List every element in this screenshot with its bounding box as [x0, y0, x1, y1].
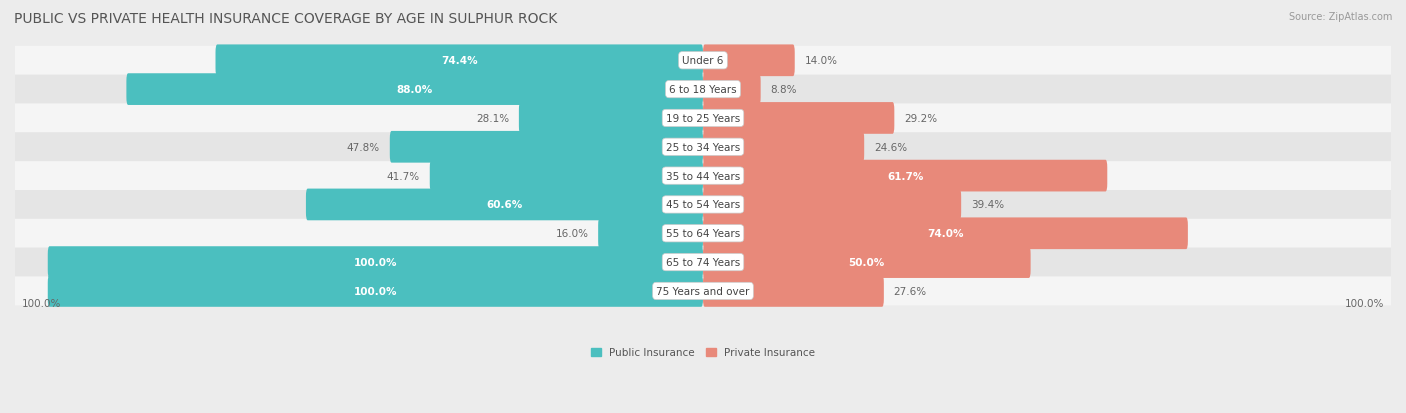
- Text: 100.0%: 100.0%: [21, 298, 60, 308]
- FancyBboxPatch shape: [15, 76, 1391, 104]
- FancyBboxPatch shape: [15, 190, 1391, 219]
- FancyBboxPatch shape: [389, 132, 703, 163]
- Text: 41.7%: 41.7%: [387, 171, 420, 181]
- FancyBboxPatch shape: [703, 218, 1188, 249]
- Text: 74.0%: 74.0%: [927, 229, 963, 239]
- FancyBboxPatch shape: [703, 160, 1108, 192]
- FancyBboxPatch shape: [15, 133, 1391, 162]
- FancyBboxPatch shape: [48, 275, 703, 307]
- Text: 61.7%: 61.7%: [887, 171, 924, 181]
- Text: 100.0%: 100.0%: [1346, 298, 1385, 308]
- FancyBboxPatch shape: [703, 132, 865, 163]
- Text: 55 to 64 Years: 55 to 64 Years: [666, 229, 740, 239]
- Text: 75 Years and over: 75 Years and over: [657, 286, 749, 296]
- FancyBboxPatch shape: [15, 47, 1391, 76]
- Text: 100.0%: 100.0%: [354, 286, 396, 296]
- FancyBboxPatch shape: [703, 247, 1031, 278]
- Text: Under 6: Under 6: [682, 56, 724, 66]
- Text: 65 to 74 Years: 65 to 74 Years: [666, 257, 740, 268]
- Text: 45 to 54 Years: 45 to 54 Years: [666, 200, 740, 210]
- Text: 39.4%: 39.4%: [972, 200, 1004, 210]
- Text: 100.0%: 100.0%: [354, 257, 396, 268]
- Text: 24.6%: 24.6%: [875, 142, 907, 152]
- FancyBboxPatch shape: [15, 162, 1391, 190]
- Text: 16.0%: 16.0%: [555, 229, 588, 239]
- Text: 47.8%: 47.8%: [347, 142, 380, 152]
- Text: 74.4%: 74.4%: [441, 56, 478, 66]
- Legend: Public Insurance, Private Insurance: Public Insurance, Private Insurance: [586, 343, 820, 361]
- FancyBboxPatch shape: [430, 160, 703, 192]
- Text: 35 to 44 Years: 35 to 44 Years: [666, 171, 740, 181]
- FancyBboxPatch shape: [703, 189, 962, 221]
- FancyBboxPatch shape: [703, 103, 894, 135]
- FancyBboxPatch shape: [15, 248, 1391, 277]
- Text: 14.0%: 14.0%: [804, 56, 838, 66]
- FancyBboxPatch shape: [519, 103, 703, 135]
- FancyBboxPatch shape: [15, 219, 1391, 248]
- Text: 60.6%: 60.6%: [486, 200, 523, 210]
- FancyBboxPatch shape: [15, 277, 1391, 306]
- FancyBboxPatch shape: [215, 45, 703, 77]
- Text: 29.2%: 29.2%: [904, 114, 938, 123]
- Text: PUBLIC VS PRIVATE HEALTH INSURANCE COVERAGE BY AGE IN SULPHUR ROCK: PUBLIC VS PRIVATE HEALTH INSURANCE COVER…: [14, 12, 557, 26]
- Text: 27.6%: 27.6%: [894, 286, 927, 296]
- Text: Source: ZipAtlas.com: Source: ZipAtlas.com: [1288, 12, 1392, 22]
- Text: 8.8%: 8.8%: [770, 85, 797, 95]
- Text: 88.0%: 88.0%: [396, 85, 433, 95]
- Text: 19 to 25 Years: 19 to 25 Years: [666, 114, 740, 123]
- FancyBboxPatch shape: [48, 247, 703, 278]
- Text: 6 to 18 Years: 6 to 18 Years: [669, 85, 737, 95]
- FancyBboxPatch shape: [598, 218, 703, 249]
- FancyBboxPatch shape: [703, 275, 884, 307]
- FancyBboxPatch shape: [703, 45, 794, 77]
- FancyBboxPatch shape: [15, 104, 1391, 133]
- FancyBboxPatch shape: [307, 189, 703, 221]
- FancyBboxPatch shape: [127, 74, 703, 106]
- Text: 25 to 34 Years: 25 to 34 Years: [666, 142, 740, 152]
- Text: 50.0%: 50.0%: [849, 257, 884, 268]
- Text: 28.1%: 28.1%: [475, 114, 509, 123]
- FancyBboxPatch shape: [703, 74, 761, 106]
